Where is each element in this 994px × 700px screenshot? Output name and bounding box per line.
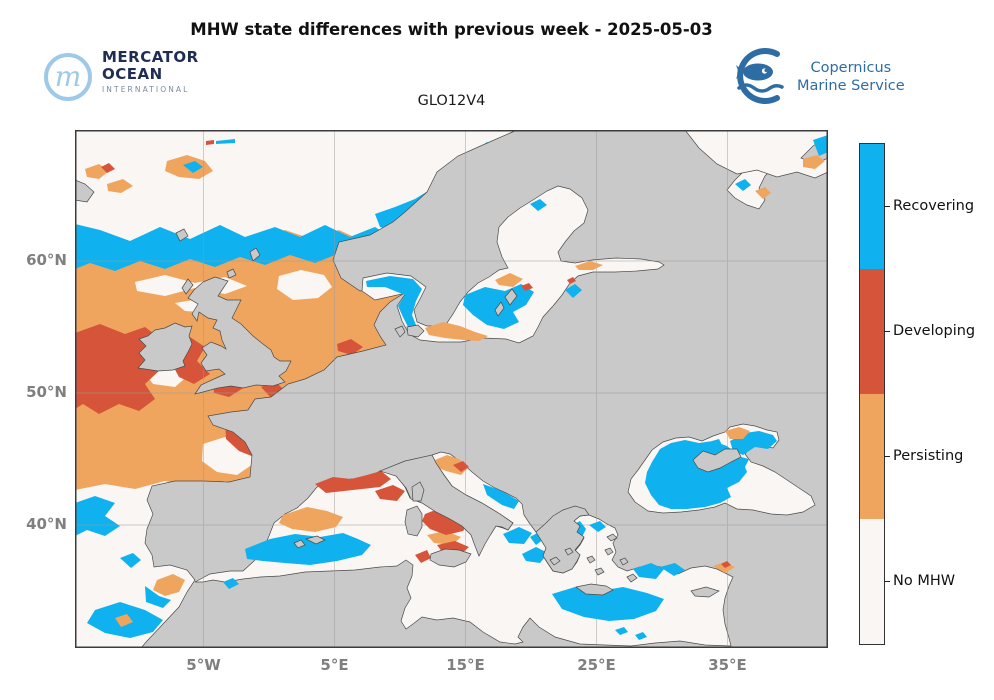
copernicus-logo: Copernicus Marine Service — [727, 46, 905, 108]
colorbar-segment-persisting — [860, 394, 884, 519]
lon-tick-label: 15°E — [446, 656, 485, 674]
mercator-logo-line2: OCEAN — [102, 65, 163, 83]
copernicus-logo-line2: Marine Service — [797, 78, 905, 94]
lat-tick-label: 60°N — [26, 251, 67, 269]
lon-tick-label: 5°E — [320, 656, 349, 674]
colorbar-label-persisting: Persisting — [893, 447, 964, 464]
map-region-recovering — [463, 199, 582, 329]
figure-title: MHW state differences with previous week… — [190, 20, 713, 39]
mercator-monogram-icon: m — [44, 53, 92, 101]
mercator-logo-line1: MERCATOR — [102, 48, 199, 66]
map-region-land — [137, 322, 193, 372]
figure-subtitle: GLO12V4 — [417, 93, 486, 109]
lon-tick-label: 35°E — [708, 656, 747, 674]
colorbar-tick — [884, 580, 890, 582]
colorbar-tick — [884, 205, 890, 207]
map-region-recovering — [75, 496, 171, 638]
map-region-land — [692, 448, 742, 473]
map-region-land — [378, 454, 514, 557]
copernicus-logo-line1: Copernicus — [810, 59, 892, 76]
colorbar-segment-no_mhw — [860, 519, 884, 644]
map-region-land — [187, 276, 292, 395]
colorbar-label-developing: Developing — [893, 322, 976, 339]
colorbar-tick — [884, 455, 890, 457]
colorbar-segment-developing — [860, 269, 884, 394]
map-region-recovering — [552, 563, 685, 640]
colorbar-label-no-mhw: No MHW — [893, 572, 956, 589]
svg-text:m: m — [55, 60, 82, 93]
map-region-persisting — [85, 155, 213, 193]
map-region-land — [75, 179, 261, 295]
lon-tick-label: 5°W — [186, 656, 221, 674]
map-region-land — [394, 288, 518, 338]
lon-tick-label: 25°E — [577, 656, 616, 674]
map-region-recovering — [366, 276, 422, 329]
colorbar-label-recovering: Recovering — [893, 197, 975, 214]
map-region-recovering — [223, 533, 371, 589]
lat-tick-label: 50°N — [26, 383, 67, 401]
map-region-sea — [684, 130, 828, 179]
mhw-map — [75, 130, 828, 648]
map-region-sea — [361, 185, 665, 344]
lat-tick-label: 40°N — [26, 515, 67, 533]
legend-colorbar — [859, 143, 885, 645]
mercator-logo-line3: INTERNATIONAL — [102, 85, 190, 94]
map-region-developing — [101, 140, 214, 173]
map-region-frame — [75, 130, 828, 648]
colorbar-segment-recovering — [860, 144, 884, 269]
copernicus-fish-icon — [736, 48, 784, 104]
map-region-persisting — [115, 574, 185, 627]
map-region-persisting — [425, 261, 603, 341]
map-region-land — [293, 481, 720, 598]
map-region-recovering — [735, 135, 828, 191]
colorbar-tick — [884, 330, 890, 332]
map-region-land — [535, 505, 590, 574]
map-region-recovering — [75, 224, 427, 271]
mercator-ocean-logo: m MERCATOR OCEAN INTERNATIONAL — [42, 50, 199, 104]
map-region-developing — [521, 277, 576, 291]
map-region-land — [549, 533, 638, 583]
map-region-no_mhw — [135, 270, 332, 475]
